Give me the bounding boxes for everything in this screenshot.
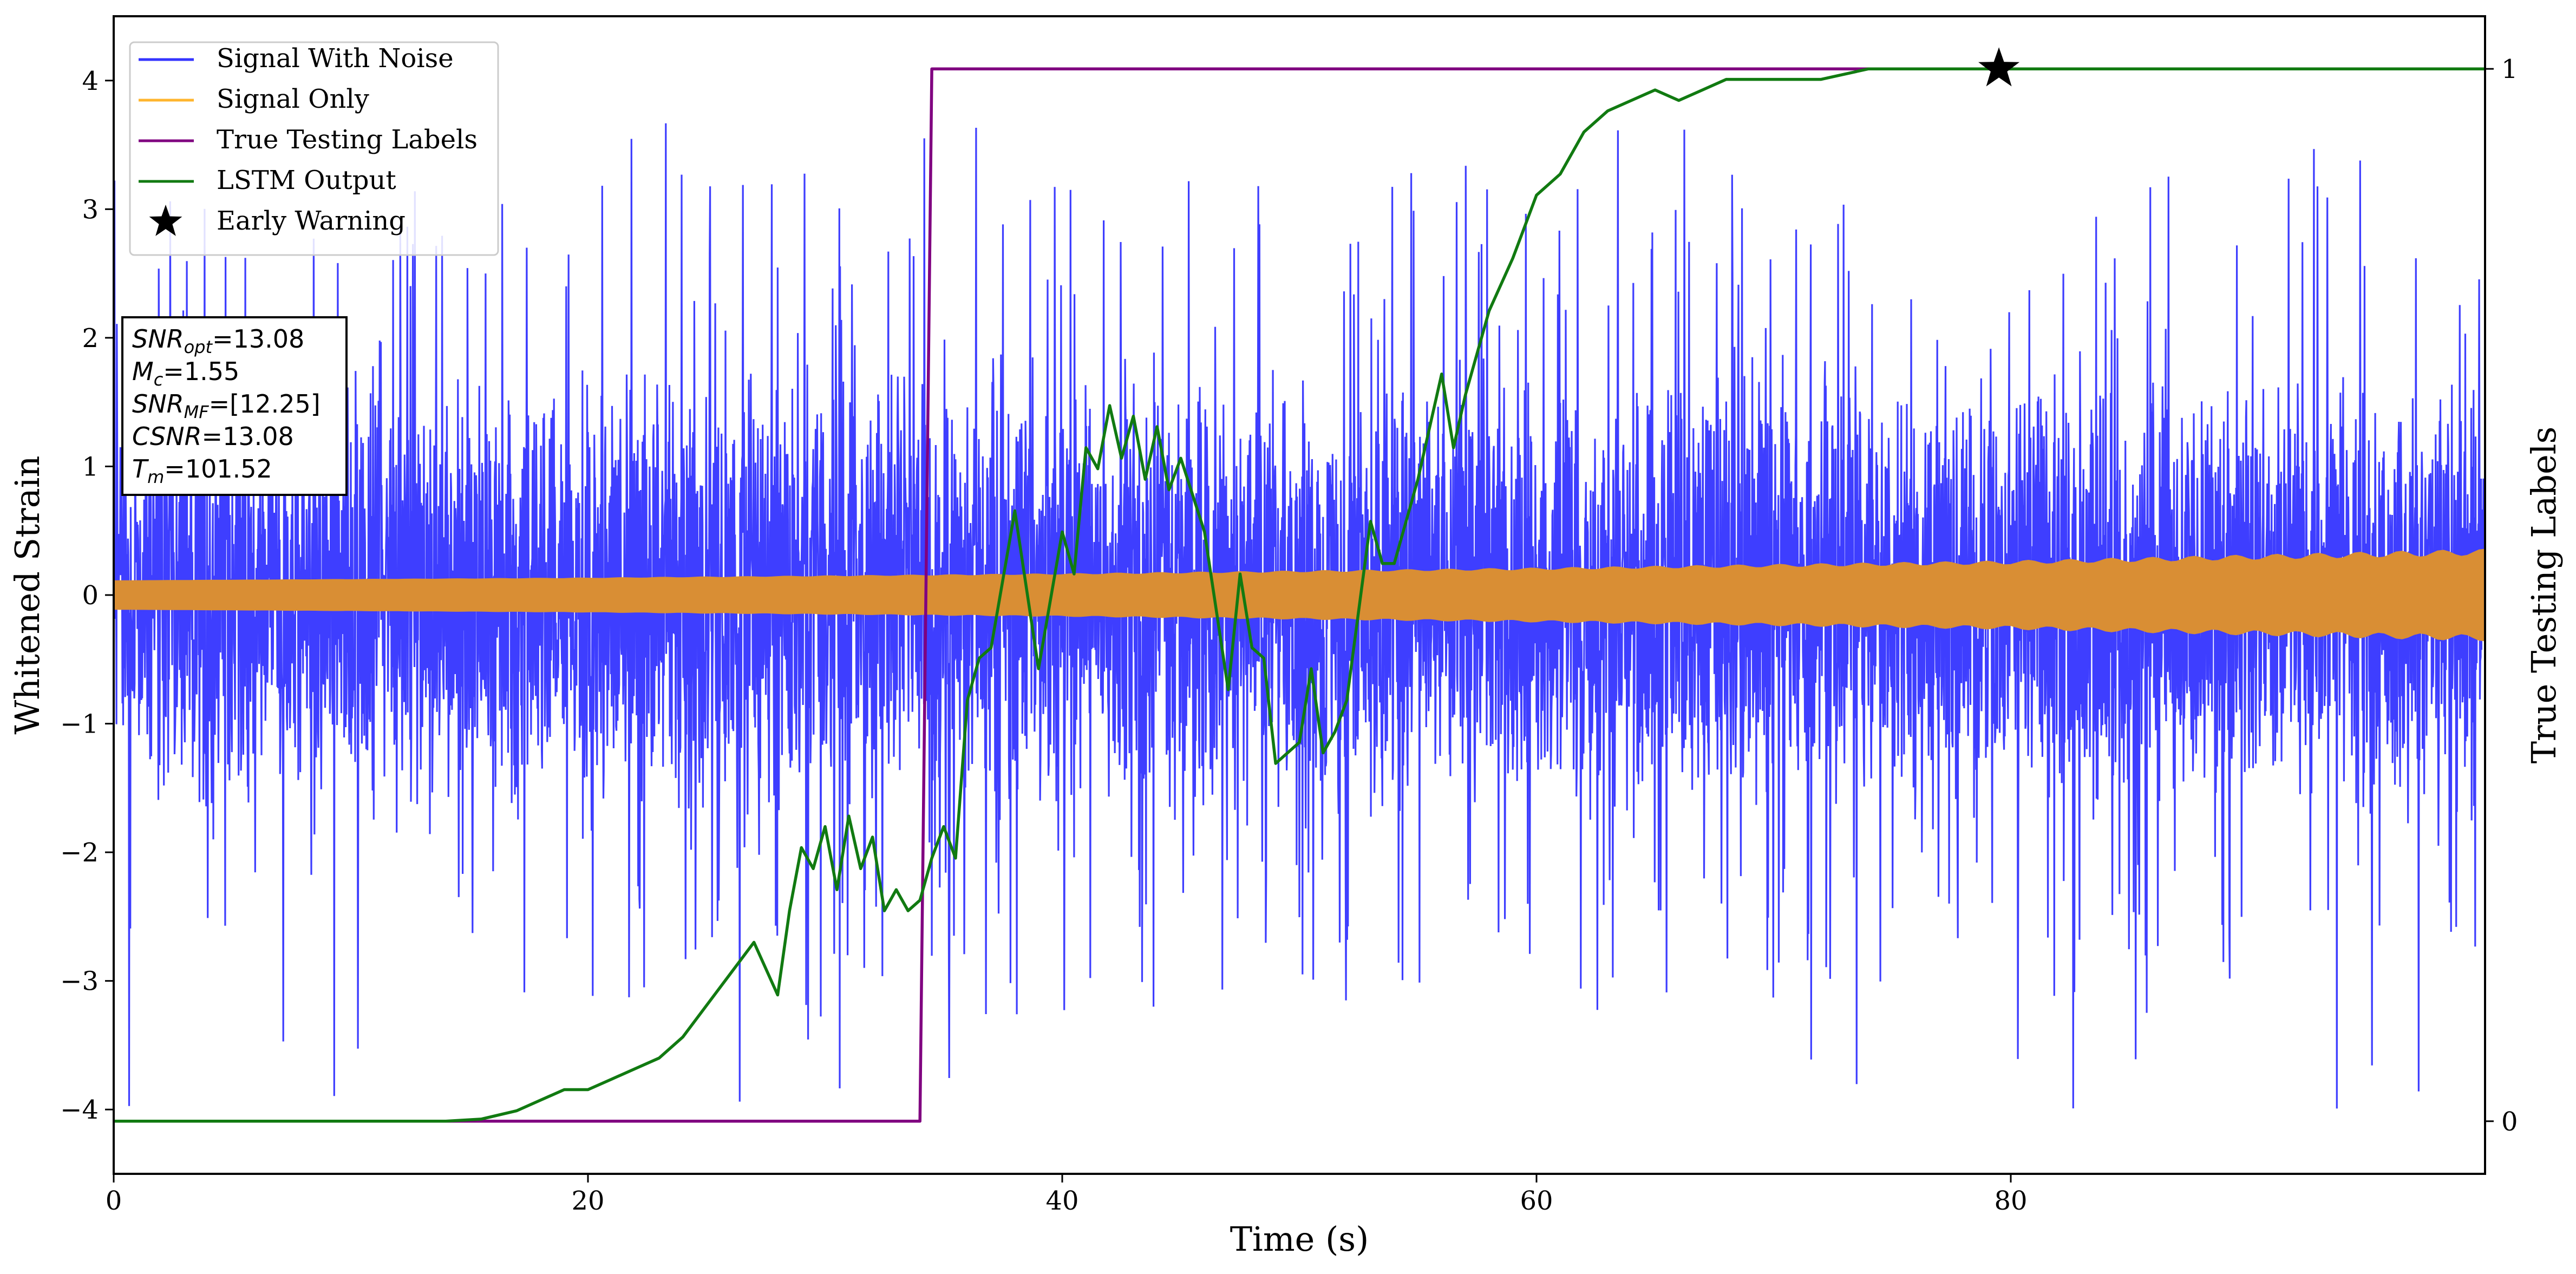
legend: Signal With Noise Signal Only True Testing… [129, 41, 499, 256]
y-tick-label: 0 [82, 580, 99, 611]
y-tick-label: −2 [60, 838, 99, 868]
y-tick-label: 3 [82, 194, 99, 225]
y2-tick-label: 1 [2501, 54, 2518, 84]
info-line: Mc=1.55 [132, 357, 239, 390]
x-tick-label: 20 [571, 1186, 604, 1216]
info-box-frame [121, 316, 348, 496]
x-axis-title: Time (s) [1230, 1219, 1369, 1259]
y-tick-label: 4 [82, 66, 99, 96]
legend-label: Early Warning [217, 206, 406, 236]
series-signal-with-noise [114, 123, 2485, 1109]
legend-label: True Testing Labels [217, 125, 478, 155]
legend-label: LSTM Output [217, 165, 396, 195]
x-tick-label: 0 [106, 1186, 122, 1216]
early-warning-marker [1978, 47, 2020, 87]
y-tick-label: −3 [60, 966, 99, 997]
y-tick-label: 2 [82, 323, 99, 354]
legend-box [129, 41, 499, 256]
y-tick-label: −1 [60, 709, 99, 740]
plot-area [114, 47, 2485, 1123]
y-tick-label: 1 [82, 452, 99, 482]
legend-label: Signal With Noise [217, 43, 454, 74]
series-signal-only [114, 548, 2485, 642]
series-true-testing-labels [114, 67, 2485, 1123]
x-tick-label: 40 [1045, 1186, 1078, 1216]
legend-label: Signal Only [217, 84, 369, 114]
y-axis-title: Whitened Strain [8, 456, 47, 735]
info-box: SNRopt=13.08Mc=1.55SNRMF=[12.25]CSNR=13.… [121, 316, 348, 496]
info-line: Tm=101.52 [132, 454, 272, 487]
legend-star-icon [149, 205, 182, 236]
info-line: SNRopt=13.08 [132, 324, 304, 357]
y-tick-label: −4 [60, 1095, 99, 1125]
series-lstm-output [114, 67, 2485, 1123]
info-line: SNRMF=[12.25] [132, 389, 321, 422]
x-tick-label: 80 [1994, 1186, 2027, 1216]
info-line: CSNR=13.08 [132, 422, 294, 451]
y2-tick-label: 0 [2501, 1107, 2518, 1137]
y2-axis-title: True Testing Labels [2524, 427, 2564, 764]
x-tick-label: 60 [1520, 1186, 1553, 1216]
